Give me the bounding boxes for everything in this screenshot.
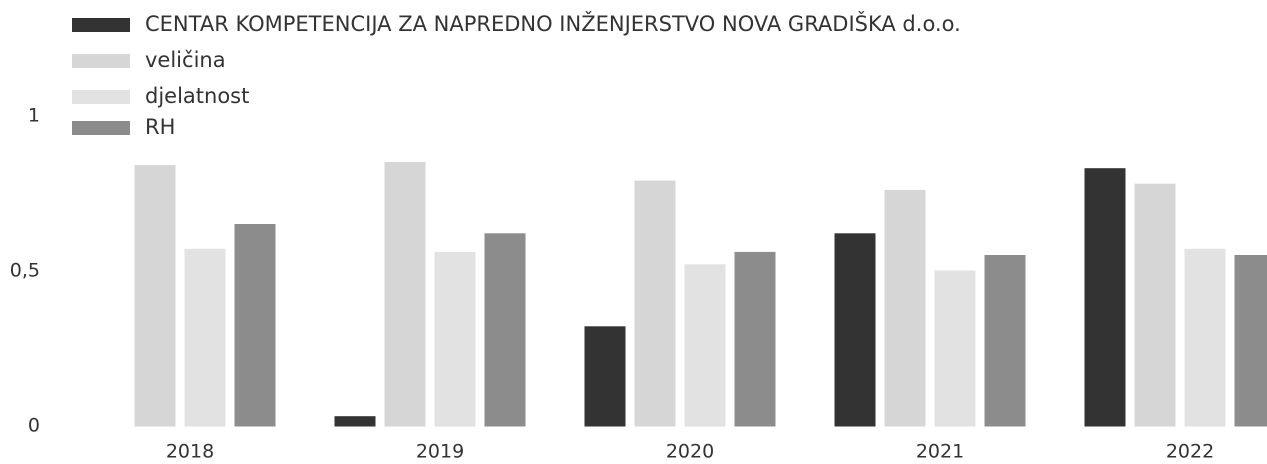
legend: CENTAR KOMPETENCIJA ZA NAPREDNO INŽENJER…	[72, 11, 961, 139]
y-tick-label: 0	[28, 415, 40, 437]
legend-swatch	[72, 121, 130, 135]
bar	[134, 165, 176, 427]
x-tick-label: 2020	[666, 441, 714, 463]
bar	[584, 326, 626, 427]
bar	[884, 189, 926, 427]
bar	[434, 251, 476, 427]
bar	[834, 233, 876, 427]
y-tick-label: 0,5	[10, 260, 40, 282]
legend-swatch	[72, 54, 130, 68]
bar	[334, 416, 376, 427]
bar	[1234, 255, 1267, 427]
bar	[1184, 248, 1226, 427]
bar	[634, 180, 676, 427]
bar	[934, 270, 976, 427]
x-tick-label: 2019	[416, 441, 464, 463]
legend-label: CENTAR KOMPETENCIJA ZA NAPREDNO INŽENJER…	[145, 11, 961, 36]
legend-label: RH	[145, 115, 175, 139]
bar	[1084, 168, 1126, 427]
bar	[234, 224, 276, 427]
y-tick-label: 1	[28, 105, 40, 127]
x-tick-label: 2021	[916, 441, 964, 463]
bar	[984, 255, 1026, 427]
bar	[184, 248, 226, 427]
legend-swatch	[72, 90, 130, 104]
x-tick-label: 2022	[1166, 441, 1214, 463]
x-tick-label: 2018	[166, 441, 214, 463]
bar	[1134, 183, 1176, 427]
legend-label: djelatnost	[145, 84, 249, 108]
legend-swatch	[72, 18, 130, 32]
bar	[384, 162, 426, 427]
bar	[484, 233, 526, 427]
bar	[684, 264, 726, 427]
bar	[734, 251, 776, 427]
legend-label: veličina	[145, 48, 226, 72]
